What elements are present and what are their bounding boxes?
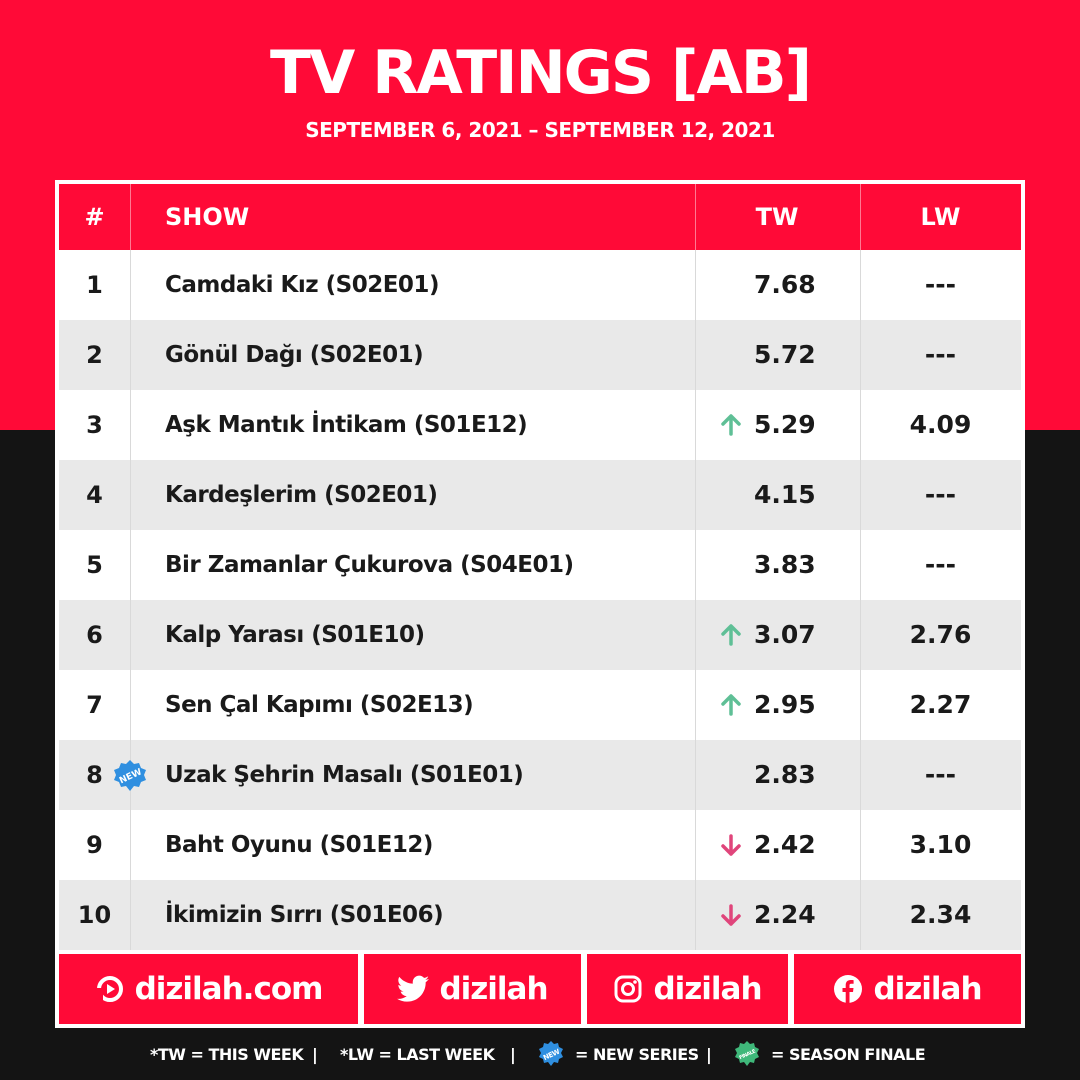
facebook-link[interactable]: dizilah xyxy=(794,954,1021,1024)
row-rank: 5 xyxy=(86,551,103,579)
row-show-title: Camdaki Kız (S02E01) xyxy=(165,272,439,298)
row-rank: 8 xyxy=(86,761,103,789)
row-lw-value: --- xyxy=(924,270,957,299)
twitter-label: dizilah xyxy=(439,971,548,1007)
row-rank: 6 xyxy=(86,621,103,649)
legend-separator: | xyxy=(312,1045,318,1064)
social-footer: dizilah.com dizilah dizilah dizilah xyxy=(59,954,1021,1024)
row-rank: 1 xyxy=(86,271,103,299)
row-rank: 4 xyxy=(86,481,103,509)
row-tw-cell: 3.83 xyxy=(695,530,859,600)
row-tw-cell: 2.95 xyxy=(695,670,859,740)
table-row: 5 Bir Zamanlar Çukurova (S04E01) 3.83 --- xyxy=(59,530,1021,600)
table-row: 4 Kardeşlerim (S02E01) 4.15 --- xyxy=(59,460,1021,530)
legend-tw: *TW = THIS WEEK xyxy=(150,1045,304,1064)
legend-new: = NEW SERIES xyxy=(575,1045,699,1064)
row-tw-value: 3.83 xyxy=(754,550,816,579)
date-range: SEPTEMBER 6, 2021 – SEPTEMBER 12, 2021 xyxy=(305,118,775,142)
facebook-icon xyxy=(834,975,863,1003)
row-tw-cell: 2.24 xyxy=(695,880,859,950)
ratings-table: # SHOW TW LW 1 Camdaki Kız (S02E01) 7.68 --… xyxy=(55,180,1025,1028)
trend-up-icon xyxy=(721,414,741,436)
trend-down-icon xyxy=(721,904,741,926)
row-show-title: Kardeşlerim (S02E01) xyxy=(165,482,438,508)
table-row: 3 Aşk Mantık İntikam (S01E12) 5.29 4.09 xyxy=(59,390,1021,460)
row-show-title: Kalp Yarası (S01E10) xyxy=(165,622,425,648)
trend-up-icon xyxy=(721,624,741,646)
row-tw-cell: 5.29 xyxy=(695,390,859,460)
row-tw-cell: 4.15 xyxy=(695,460,859,530)
table-row: 10 İkimizin Sırrı (S01E06) 2.24 2.34 xyxy=(59,880,1021,950)
trend-down-icon xyxy=(721,834,741,856)
row-tw-value: 2.83 xyxy=(754,760,816,789)
row-tw-value: 5.29 xyxy=(754,410,816,439)
row-show-title: Gönül Dağı (S02E01) xyxy=(165,342,424,368)
finale-badge-icon: FINALE xyxy=(735,1041,759,1066)
row-show-title: Sen Çal Kapımı (S02E13) xyxy=(165,692,474,718)
row-tw-cell: 3.07 xyxy=(695,600,859,670)
column-header-tw: TW xyxy=(755,203,799,231)
row-lw-value: --- xyxy=(924,760,957,789)
twitter-link[interactable]: dizilah xyxy=(364,954,581,1024)
row-show-title: Uzak Şehrin Masalı (S01E01) xyxy=(165,762,524,788)
website-label: dizilah.com xyxy=(134,971,324,1007)
table-header: # SHOW TW LW xyxy=(59,184,1021,250)
instagram-icon xyxy=(614,975,642,1003)
row-show-title: Baht Oyunu (S01E12) xyxy=(165,832,433,858)
row-lw-value: --- xyxy=(924,480,957,509)
row-lw-value: 2.76 xyxy=(909,620,972,649)
row-rank: 10 xyxy=(77,901,112,929)
row-lw-value: 3.10 xyxy=(909,830,972,859)
column-header-show: SHOW xyxy=(165,203,250,231)
row-show-title: Bir Zamanlar Çukurova (S04E01) xyxy=(165,552,574,578)
instagram-label: dizilah xyxy=(653,971,762,1007)
row-show-title: Aşk Mantık İntikam (S01E12) xyxy=(165,412,528,438)
row-tw-value: 2.24 xyxy=(754,900,816,929)
row-tw-cell: 2.42 xyxy=(695,810,859,880)
row-tw-value: 2.42 xyxy=(754,830,816,859)
row-lw-value: 2.27 xyxy=(909,690,972,719)
row-tw-value: 7.68 xyxy=(754,270,816,299)
legend-lw: *LW = LAST WEEK xyxy=(340,1045,495,1064)
website-link[interactable]: dizilah.com xyxy=(59,954,358,1024)
table-row: 2 Gönül Dağı (S02E01) 5.72 --- xyxy=(59,320,1021,390)
new-badge-icon: NEW xyxy=(539,1041,563,1066)
legend-separator: | xyxy=(706,1045,712,1064)
legend-finale: = SEASON FINALE xyxy=(771,1045,926,1064)
row-tw-value: 2.95 xyxy=(754,690,816,719)
row-rank: 2 xyxy=(86,341,103,369)
table-row: 9 Baht Oyunu (S01E12) 2.42 3.10 xyxy=(59,810,1021,880)
row-lw-value: 2.34 xyxy=(909,900,972,929)
table-body: 1 Camdaki Kız (S02E01) 7.68 --- 2 Gönül Dağı … xyxy=(59,250,1021,950)
new-series-badge-icon: NEW xyxy=(114,760,146,791)
trend-up-icon xyxy=(721,694,741,716)
row-tw-cell: 2.83 xyxy=(695,740,859,810)
dizilah-logo-icon xyxy=(96,976,123,1002)
row-tw-cell: 7.68 xyxy=(695,250,859,320)
row-lw-value: 4.09 xyxy=(909,410,972,439)
row-tw-cell: 5.72 xyxy=(695,320,859,390)
row-tw-value: 3.07 xyxy=(754,620,816,649)
legend-separator: | xyxy=(510,1045,516,1064)
row-rank: 9 xyxy=(86,831,103,859)
page-title: TV RATINGS [AB] xyxy=(269,38,812,108)
table-row: 8 NEW Uzak Şehrin Masalı (S01E01) 2.83 --- xyxy=(59,740,1021,810)
column-header-lw: LW xyxy=(920,203,961,231)
twitter-icon xyxy=(397,975,430,1002)
row-tw-value: 4.15 xyxy=(754,480,816,509)
table-row: 7 Sen Çal Kapımı (S02E13) 2.95 2.27 xyxy=(59,670,1021,740)
table-row: 6 Kalp Yarası (S01E10) 3.07 2.76 xyxy=(59,600,1021,670)
row-lw-value: --- xyxy=(924,550,957,579)
instagram-link[interactable]: dizilah xyxy=(587,954,788,1024)
row-tw-value: 5.72 xyxy=(754,340,816,369)
facebook-label: dizilah xyxy=(873,971,982,1007)
row-show-title: İkimizin Sırrı (S01E06) xyxy=(165,902,444,928)
row-rank: 7 xyxy=(86,691,103,719)
table-row: 1 Camdaki Kız (S02E01) 7.68 --- xyxy=(59,250,1021,320)
row-lw-value: --- xyxy=(924,340,957,369)
row-rank: 3 xyxy=(86,411,103,439)
legend: *TW = THIS WEEK | *LW = LAST WEEK | NEW … xyxy=(0,1040,1080,1070)
column-header-rank: # xyxy=(84,203,105,231)
